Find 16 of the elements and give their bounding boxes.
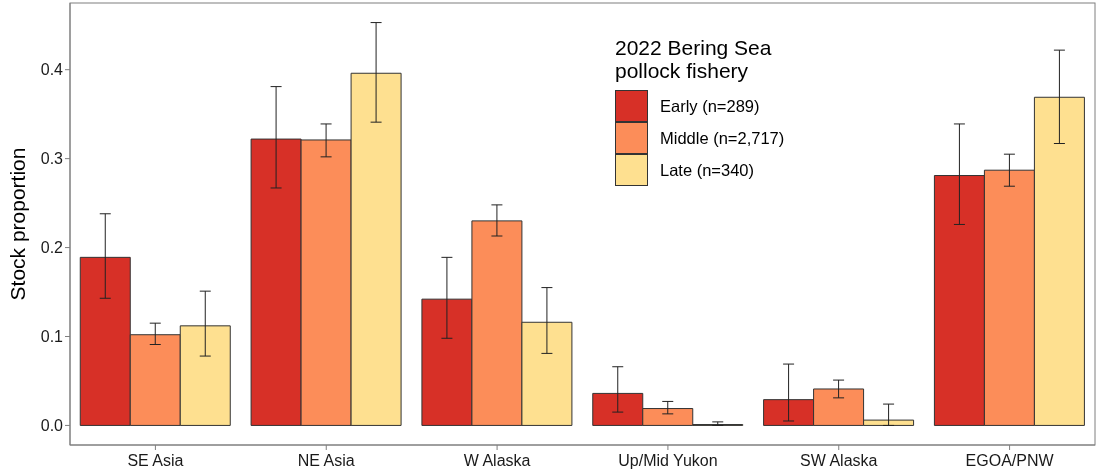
x-tick-label: SE Asia [127, 452, 184, 470]
x-tick-label: SW Alaska [800, 452, 878, 470]
y-axis-title: Stock proportion [6, 147, 30, 301]
x-tick-label: Up/Mid Yukon [618, 452, 718, 470]
y-tick-label: 0.1 [40, 328, 64, 346]
y-tick-label: 0.0 [40, 417, 64, 435]
y-tick-label: 0.4 [40, 61, 64, 79]
x-tick-label: W Alaska [463, 452, 531, 470]
legend-label: Early (n=289) [660, 96, 760, 116]
y-tick-label: 0.2 [40, 239, 64, 257]
y-tick-label: 0.3 [40, 150, 64, 168]
x-tick-label: NE Asia [297, 452, 355, 470]
legend-label: Middle (n=2,717) [660, 128, 785, 148]
legend-label: Late (n=340) [660, 160, 755, 180]
legend-title: 2022 Bering Sea pollock fishery [615, 36, 773, 82]
x-tick-label: EGOA/PNW [965, 452, 1055, 470]
